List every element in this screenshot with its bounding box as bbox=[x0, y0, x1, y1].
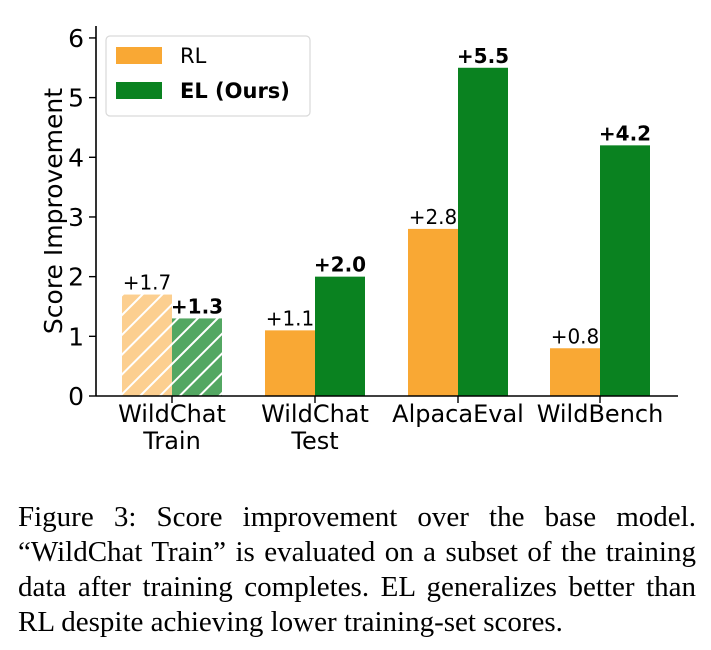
bar-chart: +1.7 +1.1 +2.8 +0.8 +1.3 +2.0 +5.5 +4.2 0 1 2 3 4 5 6 W… bbox=[39, 24, 678, 455]
caption-text: Score improvement over the base model. “… bbox=[18, 501, 696, 638]
bar-el-3 bbox=[600, 145, 650, 396]
legend-label-el: EL (Ours) bbox=[180, 79, 290, 103]
bar-rl-1 bbox=[265, 330, 315, 396]
y-tick-label-2: 2 bbox=[68, 263, 84, 292]
bar-rl-0 bbox=[122, 294, 172, 396]
y-tick-label-1: 1 bbox=[68, 322, 84, 351]
x-tick-label-1-1: Test bbox=[290, 427, 338, 455]
figure-caption: Figure 3: Score improvement over the bas… bbox=[18, 500, 696, 640]
bar-rl-3 bbox=[550, 348, 600, 396]
data-label-el-3: +4.2 bbox=[599, 121, 651, 145]
bar-el-0 bbox=[172, 318, 222, 396]
y-tick-label-5: 5 bbox=[68, 84, 84, 113]
y-tick-label-0: 0 bbox=[68, 382, 84, 411]
x-tick-label-0-1: Train bbox=[142, 427, 201, 455]
y-axis-title: Score Improvement bbox=[39, 88, 68, 334]
legend-swatch-rl bbox=[116, 47, 162, 64]
bar-el-1 bbox=[315, 276, 365, 396]
legend-label-rl: RL bbox=[180, 44, 207, 68]
y-tick-label-4: 4 bbox=[68, 143, 84, 172]
y-tick-label-6: 6 bbox=[68, 24, 84, 53]
bar-el-2 bbox=[458, 67, 508, 396]
data-label-el-1: +2.0 bbox=[314, 253, 366, 277]
data-label-rl-3: +0.8 bbox=[551, 324, 600, 348]
y-tick-label-3: 3 bbox=[68, 203, 84, 232]
caption-label: Figure 3: bbox=[18, 501, 137, 533]
x-tick-label-2-0: AlpacaEval bbox=[392, 400, 524, 428]
bar-rl-2 bbox=[408, 228, 458, 396]
x-tick-label-0-0: WildChat bbox=[118, 400, 226, 428]
x-tick-label-3-0: WildBench bbox=[537, 400, 664, 428]
legend-swatch-el bbox=[116, 82, 162, 99]
data-label-rl-0: +1.7 bbox=[123, 271, 172, 295]
data-label-el-2: +5.5 bbox=[457, 44, 509, 68]
data-label-rl-2: +2.8 bbox=[409, 205, 458, 229]
data-label-rl-1: +1.1 bbox=[266, 306, 315, 330]
data-label-el-0: +1.3 bbox=[171, 294, 223, 318]
x-tick-label-1-0: WildChat bbox=[261, 400, 369, 428]
